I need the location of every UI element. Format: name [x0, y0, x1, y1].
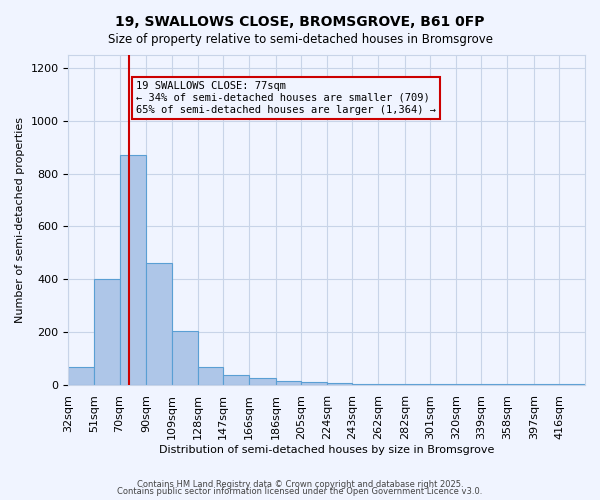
Text: Contains HM Land Registry data © Crown copyright and database right 2025.: Contains HM Land Registry data © Crown c…: [137, 480, 463, 489]
Y-axis label: Number of semi-detached properties: Number of semi-detached properties: [15, 117, 25, 323]
Bar: [248, 378, 275, 384]
Text: 19 SWALLOWS CLOSE: 77sqm
← 34% of semi-detached houses are smaller (709)
65% of : 19 SWALLOWS CLOSE: 77sqm ← 34% of semi-d…: [136, 82, 436, 114]
Bar: [223, 376, 248, 384]
Bar: [301, 382, 327, 384]
Text: Contains public sector information licensed under the Open Government Licence v3: Contains public sector information licen…: [118, 487, 482, 496]
Bar: [94, 279, 119, 384]
X-axis label: Distribution of semi-detached houses by size in Bromsgrove: Distribution of semi-detached houses by …: [159, 445, 494, 455]
Text: 19, SWALLOWS CLOSE, BROMSGROVE, B61 0FP: 19, SWALLOWS CLOSE, BROMSGROVE, B61 0FP: [115, 15, 485, 29]
Bar: [146, 264, 172, 384]
Bar: [197, 368, 223, 384]
Bar: [119, 155, 146, 384]
Bar: [68, 368, 94, 384]
Bar: [172, 330, 197, 384]
Text: Size of property relative to semi-detached houses in Bromsgrove: Size of property relative to semi-detach…: [107, 32, 493, 46]
Bar: [275, 380, 301, 384]
